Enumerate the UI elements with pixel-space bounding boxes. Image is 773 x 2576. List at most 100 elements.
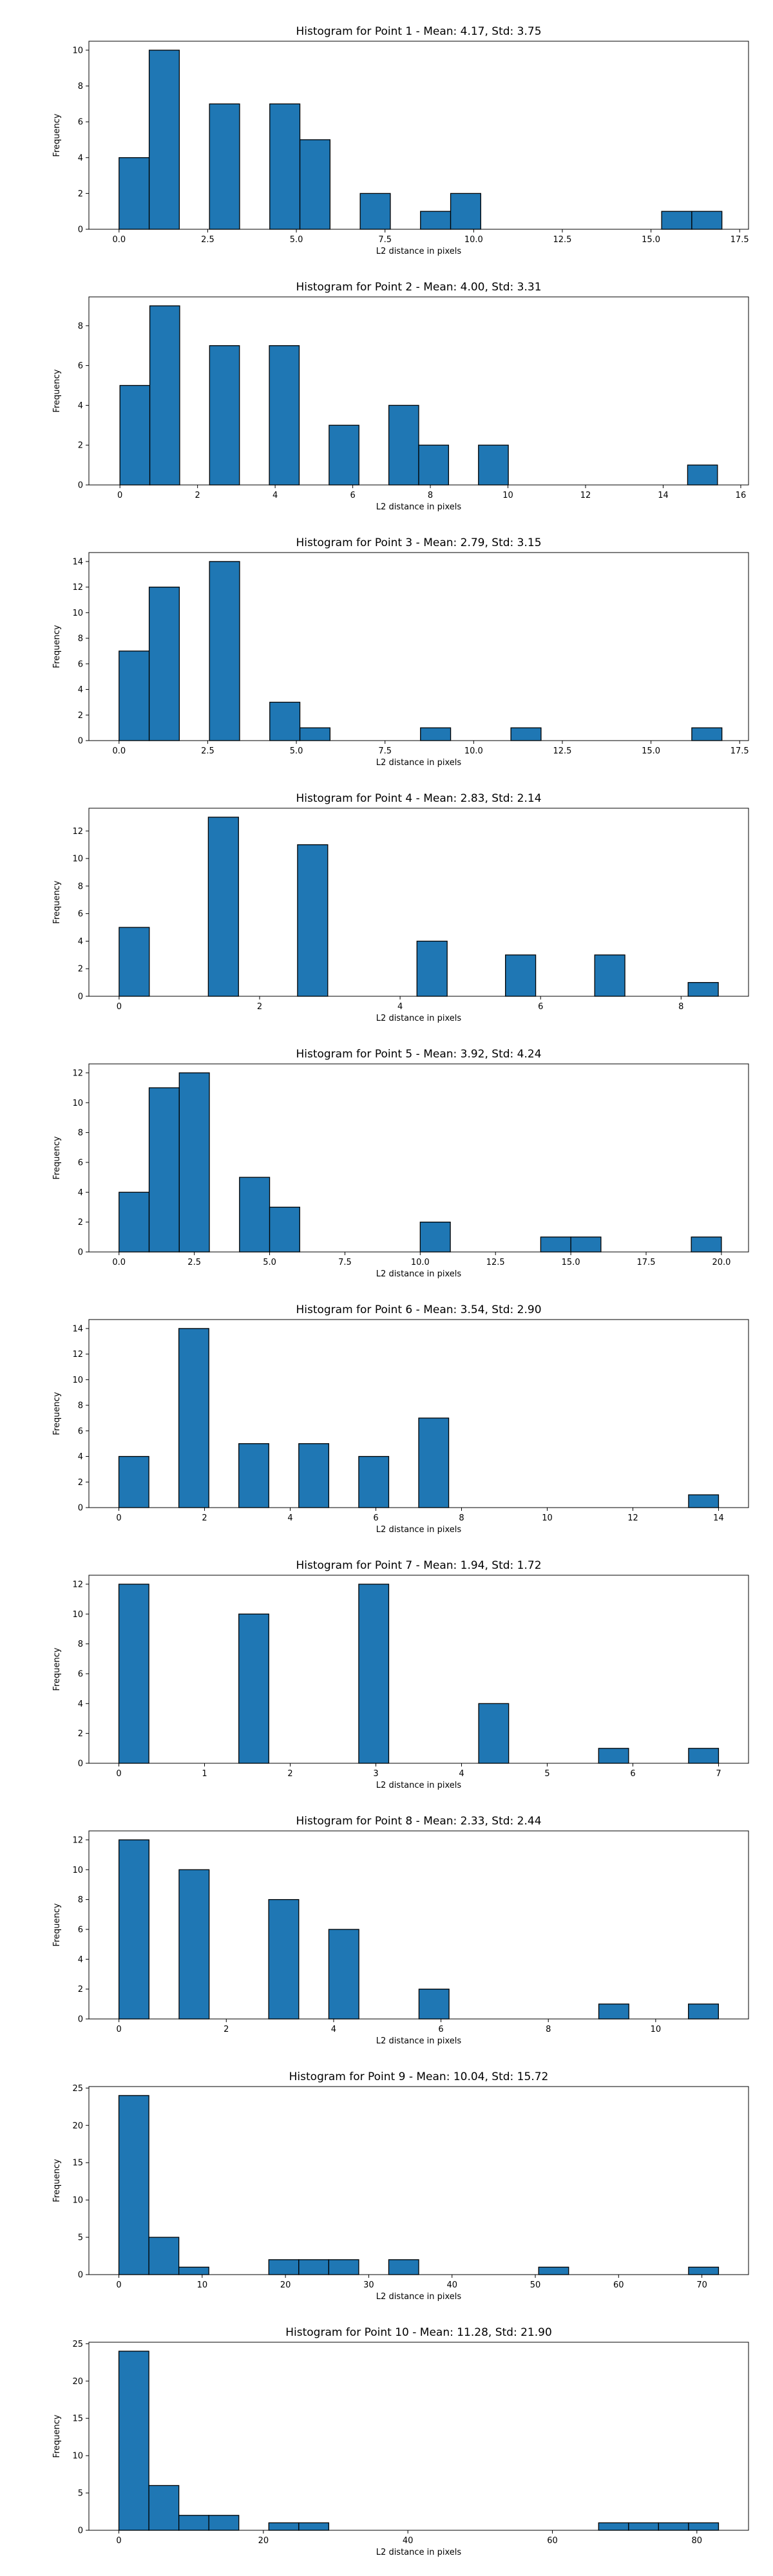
y-tick-label: 10 [72, 609, 83, 618]
y-tick-label: 8 [78, 321, 83, 331]
plot-frame [88, 2342, 749, 2531]
histogram-bar [178, 1869, 210, 2020]
histogram-panel-2: Histogram for Point 2 - Mean: 4.00, Std:… [52, 281, 749, 512]
y-tick-label: 0 [78, 2271, 83, 2280]
y-tick-label: 10 [72, 2196, 83, 2206]
histogram-bar [594, 954, 625, 997]
histogram-bar [238, 1613, 269, 1764]
x-tick-label: 15.0 [562, 1258, 580, 1267]
x-tick-label: 15.0 [642, 235, 660, 245]
x-tick-label: 15.0 [642, 746, 660, 756]
y-tick-label: 0 [78, 992, 83, 1002]
y-tick-label: 15 [72, 2159, 83, 2168]
chart-title: Histogram for Point 6 - Mean: 3.54, Std:… [296, 1303, 541, 1316]
y-tick-label: 14 [72, 1324, 83, 1334]
histogram-bar [329, 424, 359, 486]
x-tick-label: 5.0 [290, 235, 303, 245]
y-tick-label: 12 [72, 1068, 83, 1078]
y-tick-label: 0 [78, 1759, 83, 1769]
y-tick-label: 4 [78, 153, 83, 163]
x-tick-label: 7 [716, 1769, 721, 1779]
y-axis-label: Frequency [52, 1903, 62, 1946]
histogram-bar [209, 561, 240, 741]
chart-title: Histogram for Point 10 - Mean: 11.28, St… [285, 2326, 552, 2339]
x-tick-label: 2.5 [187, 1258, 201, 1267]
y-tick-label: 8 [78, 634, 83, 644]
y-tick-label: 6 [78, 659, 83, 669]
x-tick-label: 6 [350, 491, 355, 500]
y-axis-label: Frequency [52, 1392, 62, 1435]
x-tick-label: 0 [116, 1513, 121, 1523]
x-tick-label: 0.0 [112, 1258, 126, 1267]
x-tick-label: 4 [272, 491, 278, 500]
histogram-bar [269, 345, 300, 486]
y-tick-label: 0 [78, 481, 83, 491]
y-tick-label: 2 [78, 189, 83, 199]
histogram-bar [661, 211, 692, 230]
histogram-bar [178, 2266, 209, 2275]
histogram-bar [388, 404, 419, 486]
histogram-bar [691, 211, 723, 230]
histogram-bar [688, 2266, 720, 2275]
x-tick-label: 0 [117, 2025, 122, 2034]
histogram-bar [687, 464, 718, 486]
histogram-bar [119, 650, 150, 741]
histogram-bar [416, 940, 448, 997]
y-tick-label: 4 [78, 1452, 83, 1462]
histogram-bar [207, 817, 239, 997]
x-tick-label: 60 [613, 2280, 624, 2290]
y-tick-label: 10 [72, 1866, 83, 1875]
y-tick-label: 8 [78, 882, 83, 891]
x-axis-label: L2 distance in pixels [376, 1781, 462, 1790]
y-tick-label: 10 [72, 1099, 83, 1108]
x-tick-label: 17.5 [730, 235, 749, 245]
x-tick-label: 12.5 [553, 235, 571, 245]
x-axis-label: L2 distance in pixels [376, 2292, 462, 2302]
y-tick-label: 8 [78, 1640, 83, 1649]
x-tick-label: 4 [459, 1769, 464, 1779]
x-tick-label: 30 [363, 2280, 374, 2290]
histogram-bar [691, 727, 723, 741]
histogram-bar [149, 305, 180, 486]
histogram-bar [688, 2522, 720, 2531]
x-tick-label: 5.0 [290, 746, 303, 756]
x-tick-label: 8 [546, 2025, 551, 2034]
histogram-bar [209, 103, 240, 230]
y-tick-label: 4 [78, 685, 83, 695]
histogram-bar [598, 2522, 629, 2531]
y-tick-label: 8 [78, 82, 83, 91]
y-tick-label: 0 [78, 2015, 83, 2025]
x-tick-label: 14 [713, 1513, 724, 1523]
histogram-bar [598, 1748, 629, 1764]
x-tick-label: 12 [580, 491, 591, 500]
x-tick-label: 6 [438, 2025, 443, 2034]
histogram-bar [269, 1206, 300, 1253]
histogram-panel-1: Histogram for Point 1 - Mean: 4.17, Std:… [52, 25, 749, 256]
y-tick-label: 2 [78, 711, 83, 721]
plot-frame [88, 1063, 749, 1253]
chart-title: Histogram for Point 3 - Mean: 2.79, Std:… [296, 536, 541, 549]
y-tick-label: 4 [78, 1188, 83, 1198]
histogram-bar [691, 1236, 722, 1253]
plot-frame [88, 808, 749, 997]
y-tick-label: 15 [72, 2414, 83, 2424]
x-tick-label: 8 [678, 1002, 683, 1012]
y-tick-label: 12 [72, 1580, 83, 1589]
x-tick-label: 7.5 [338, 1258, 352, 1267]
x-tick-label: 6 [373, 1513, 378, 1523]
x-tick-label: 6 [538, 1002, 543, 1012]
histogram-bar [299, 727, 331, 741]
x-tick-label: 17.5 [730, 746, 749, 756]
chart-title: Histogram for Point 1 - Mean: 4.17, Std:… [296, 25, 541, 38]
histogram-bar [358, 1455, 390, 1508]
histogram-bar [538, 2266, 569, 2275]
histogram-bar [358, 1584, 390, 1764]
x-tick-label: 8 [459, 1513, 464, 1523]
y-tick-label: 6 [78, 909, 83, 919]
histogram-bar [119, 157, 150, 230]
x-tick-label: 10 [651, 2025, 662, 2034]
plot-frame [88, 552, 749, 741]
y-tick-label: 0 [78, 1248, 83, 1258]
y-axis-label: Frequency [52, 2159, 62, 2202]
y-tick-label: 2 [78, 441, 83, 451]
